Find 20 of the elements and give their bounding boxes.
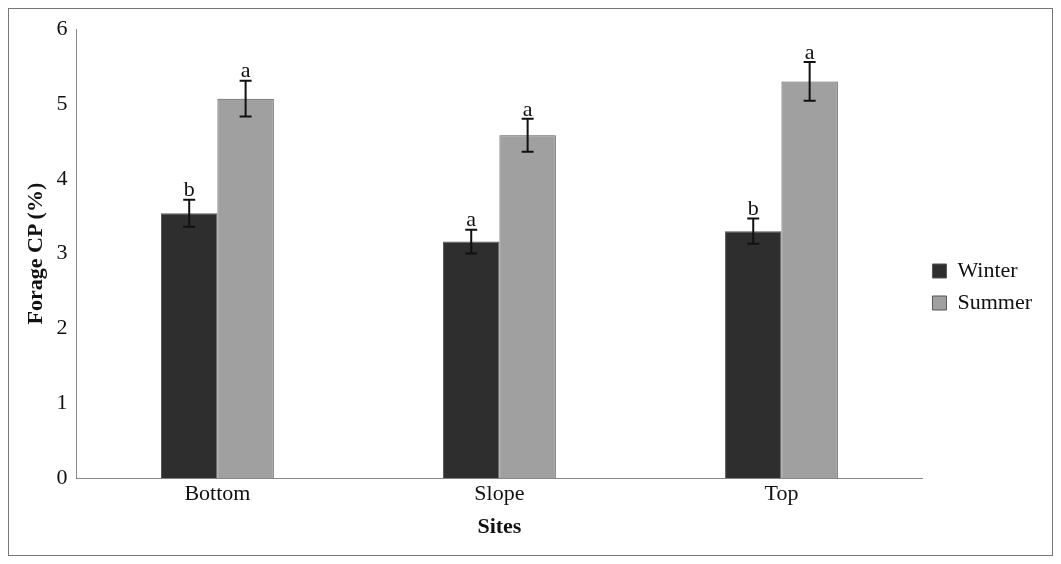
y-tick-label: 1 [56,389,68,415]
annotation: b [183,176,195,202]
y-tick-label: 3 [56,239,68,265]
annotation: a [522,95,533,121]
x-axis-title: Sites [477,513,522,539]
legend-label: Summer [957,288,1033,314]
x-tick-label: Top [764,480,799,506]
y-tick-label: 2 [56,314,68,340]
y-tick-label: 4 [56,164,68,190]
x-tick-label: Slope [474,480,525,506]
y-tick-label: 0 [56,463,68,489]
x-tick-label: Bottom [184,480,251,506]
annotation: b [747,195,759,221]
legend-label: Winter [957,256,1019,282]
annotation: a [240,57,251,83]
y-tick-label: 5 [56,89,68,115]
y-tick-label: 6 [56,14,68,40]
y-axis-title: Forage CP (%) [21,182,47,325]
annotation: a [466,206,477,232]
annotation: a [804,38,815,64]
